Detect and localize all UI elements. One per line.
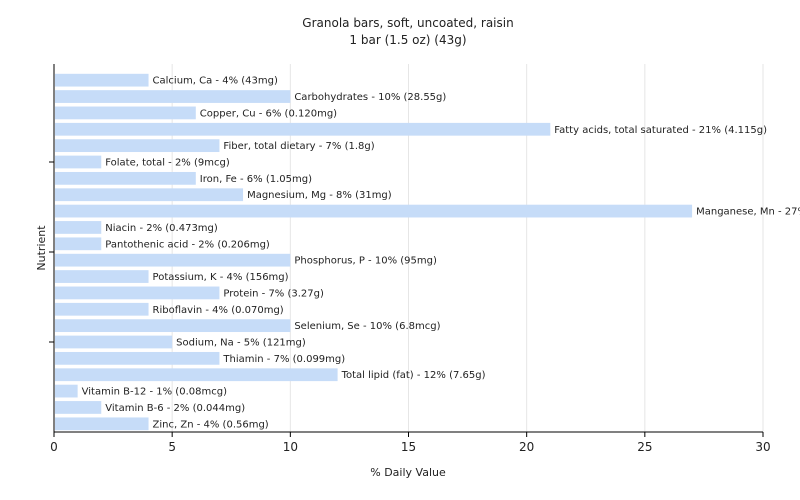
x-tick-label: 0	[50, 440, 58, 454]
bar	[55, 237, 102, 251]
bar-label: Niacin - 2% (0.473mg)	[105, 223, 218, 234]
bar-label: Potassium, K - 4% (156mg)	[153, 272, 289, 283]
bar-label: Selenium, Se - 10% (6.8mcg)	[294, 321, 440, 332]
x-tick-label: 15	[401, 440, 416, 454]
bar	[55, 302, 149, 316]
bar-label: Zinc, Zn - 4% (0.56mg)	[153, 419, 269, 430]
bar	[55, 368, 338, 382]
bar	[55, 204, 693, 218]
bar-label: Riboflavin - 4% (0.070mg)	[153, 305, 284, 316]
bars	[55, 73, 693, 431]
bar	[55, 384, 78, 398]
bar	[55, 319, 291, 333]
x-tick-label: 30	[755, 440, 770, 454]
bar-label: Total lipid (fat) - 12% (7.65g)	[341, 370, 486, 381]
bar-label: Fiber, total dietary - 7% (1.8g)	[223, 141, 374, 152]
bar	[55, 253, 291, 267]
bar	[55, 351, 220, 365]
bar	[55, 335, 173, 349]
bar-label: Folate, total - 2% (9mcg)	[105, 158, 230, 169]
bar	[55, 155, 102, 169]
bar-label: Protein - 7% (3.27g)	[223, 288, 324, 299]
bar	[55, 401, 102, 414]
bar-labels: Calcium, Ca - 4% (43mg) Carbohydrates - 1…	[82, 76, 800, 431]
x-tick-label: 10	[283, 440, 298, 454]
bar	[55, 122, 551, 136]
x-axis-label: % Daily Value	[370, 466, 446, 479]
bar	[55, 417, 149, 431]
bar-label: Iron, Fe - 6% (1.05mg)	[200, 174, 312, 185]
bar-label: Phosphorus, P - 10% (95mg)	[294, 256, 437, 267]
bar-label: Thiamin - 7% (0.099mg)	[222, 354, 345, 365]
y-ticks	[49, 161, 54, 343]
x-tick-label: 20	[519, 440, 534, 454]
bar-label: Carbohydrates - 10% (28.55g)	[294, 92, 446, 103]
bar	[55, 171, 196, 185]
bar	[55, 73, 149, 87]
bar-label: Sodium, Na - 5% (121mg)	[176, 338, 306, 349]
bar-label: Fatty acids, total saturated - 21% (4.11…	[554, 125, 767, 136]
bar-label: Vitamin B-6 - 2% (0.044mg)	[105, 403, 245, 414]
bar	[55, 106, 196, 120]
bar	[55, 139, 220, 153]
bar-label: Magnesium, Mg - 8% (31mg)	[247, 190, 392, 201]
bar	[55, 90, 291, 103]
chart-title: Granola bars, soft, uncoated, raisin	[302, 16, 513, 30]
y-axis-label: Nutrient	[35, 225, 48, 271]
bar-label: Vitamin B-12 - 1% (0.08mcg)	[82, 387, 227, 398]
x-tick-label: 5	[168, 440, 176, 454]
bar-label: Manganese, Mn - 27% (0.542mg)	[696, 207, 800, 218]
chart-subtitle: 1 bar (1.5 oz) (43g)	[349, 33, 466, 47]
bar	[55, 286, 220, 300]
bar-label: Pantothenic acid - 2% (0.206mg)	[105, 239, 270, 250]
x-tick-label: 25	[637, 440, 652, 454]
x-ticks: 0 5 10 15 20 25 30	[50, 432, 771, 454]
bar-label: Calcium, Ca - 4% (43mg)	[153, 76, 278, 87]
bar	[55, 188, 244, 202]
bar	[55, 221, 102, 234]
bar-label: Copper, Cu - 6% (0.120mg)	[200, 108, 337, 119]
bar	[55, 270, 149, 283]
